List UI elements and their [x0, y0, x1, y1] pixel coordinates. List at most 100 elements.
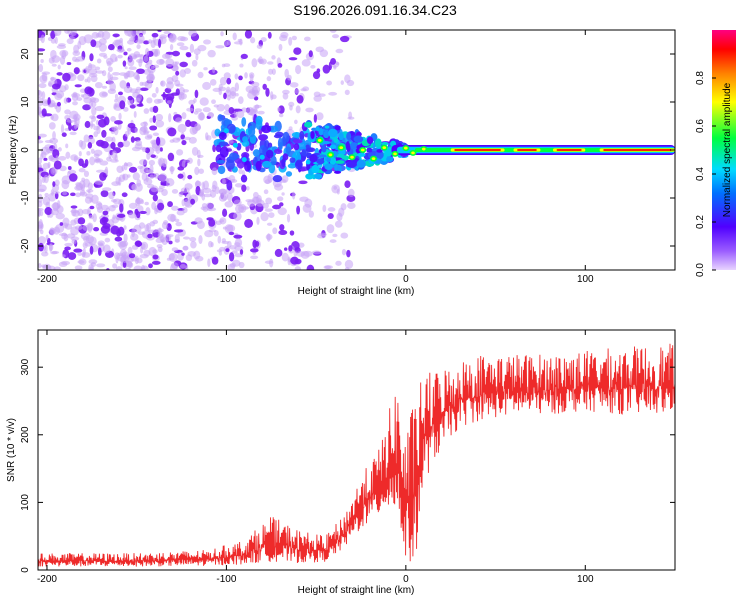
speckle — [181, 112, 187, 120]
speckle — [208, 218, 216, 227]
speckle — [66, 61, 72, 66]
signal-blob — [301, 149, 307, 156]
speckle — [161, 53, 171, 59]
speckle — [86, 150, 91, 156]
speckle — [44, 244, 48, 254]
speckle — [288, 36, 293, 46]
signal-blob — [295, 159, 303, 170]
speckle — [295, 64, 302, 75]
snr-frame — [37, 329, 676, 571]
signal-peak-core — [317, 139, 322, 142]
signal-peak-core — [339, 146, 344, 150]
speckle — [165, 177, 170, 187]
speckle — [124, 267, 131, 270]
speckle — [171, 50, 180, 57]
speckle — [124, 30, 134, 37]
speckle — [310, 64, 316, 69]
speckle — [113, 39, 121, 46]
speckle — [180, 93, 187, 100]
speckle — [167, 127, 177, 137]
speckle — [122, 140, 131, 148]
speckle — [296, 251, 305, 257]
speckle — [51, 55, 61, 63]
speckle — [139, 210, 147, 215]
speckle — [194, 89, 199, 99]
speckle — [124, 130, 130, 137]
chart-title: S196.2026.091.16.34.C23 — [293, 2, 457, 18]
speckle — [231, 250, 238, 254]
signal-blob — [216, 159, 225, 164]
speckle — [189, 237, 197, 242]
speckle — [152, 194, 158, 202]
speckle — [114, 154, 118, 162]
signal-blob — [268, 125, 279, 133]
speckle — [113, 125, 119, 136]
speckle — [194, 217, 203, 224]
speckle — [70, 205, 78, 209]
speckle — [147, 233, 153, 239]
speckle — [265, 87, 270, 97]
speckle — [150, 39, 156, 49]
speckle — [123, 51, 128, 56]
speckle — [225, 86, 231, 93]
speckle — [169, 44, 174, 51]
speckle — [211, 167, 218, 176]
speckle — [162, 158, 168, 168]
speckle — [112, 33, 120, 38]
speckle — [202, 107, 211, 113]
x-tick-label: 0 — [403, 574, 409, 585]
speckle — [335, 260, 342, 266]
signal-blob — [338, 148, 346, 156]
speckle — [177, 173, 184, 179]
speckle — [264, 208, 273, 212]
speckle — [256, 194, 262, 204]
speckle — [96, 139, 105, 147]
speckle — [336, 212, 343, 222]
speckle — [151, 201, 157, 210]
speckle — [105, 136, 114, 142]
speckle — [51, 83, 61, 90]
speckle — [175, 117, 183, 124]
signal-blob — [241, 152, 250, 159]
x-tick-label: -200 — [37, 274, 57, 285]
speckle — [224, 201, 234, 208]
speckle — [177, 123, 187, 133]
speckle — [170, 214, 176, 223]
speckle — [74, 265, 83, 270]
speckle — [137, 231, 146, 235]
speckle — [202, 187, 212, 194]
speckle — [57, 147, 62, 152]
speckle — [244, 30, 253, 39]
speckle — [62, 222, 69, 229]
speckle — [239, 249, 244, 255]
speckle — [91, 106, 97, 116]
speckle — [117, 141, 124, 148]
speckle — [287, 74, 292, 81]
speckle — [44, 207, 53, 215]
signal-blob — [324, 125, 330, 129]
y-tick-label: -10 — [20, 190, 31, 205]
speckle — [235, 92, 239, 97]
speckle — [191, 146, 199, 156]
speckle — [84, 120, 91, 129]
speckle — [57, 64, 61, 70]
speckle — [97, 247, 102, 256]
speckle — [74, 84, 82, 88]
speckle — [216, 103, 226, 112]
signal-blob — [375, 150, 384, 160]
speckle — [68, 123, 72, 131]
speckle — [272, 227, 278, 235]
speckle — [228, 139, 234, 144]
speckle — [232, 259, 241, 267]
signal-blob — [299, 130, 305, 141]
speckle — [94, 66, 101, 71]
speckle — [197, 44, 207, 52]
speckle — [99, 160, 109, 166]
speckle — [110, 225, 120, 235]
speckle — [145, 47, 150, 57]
speckle — [303, 36, 311, 42]
speckle — [148, 263, 153, 269]
speckle — [38, 133, 47, 138]
x-tick-label: -200 — [37, 574, 57, 585]
speckle — [117, 54, 123, 59]
